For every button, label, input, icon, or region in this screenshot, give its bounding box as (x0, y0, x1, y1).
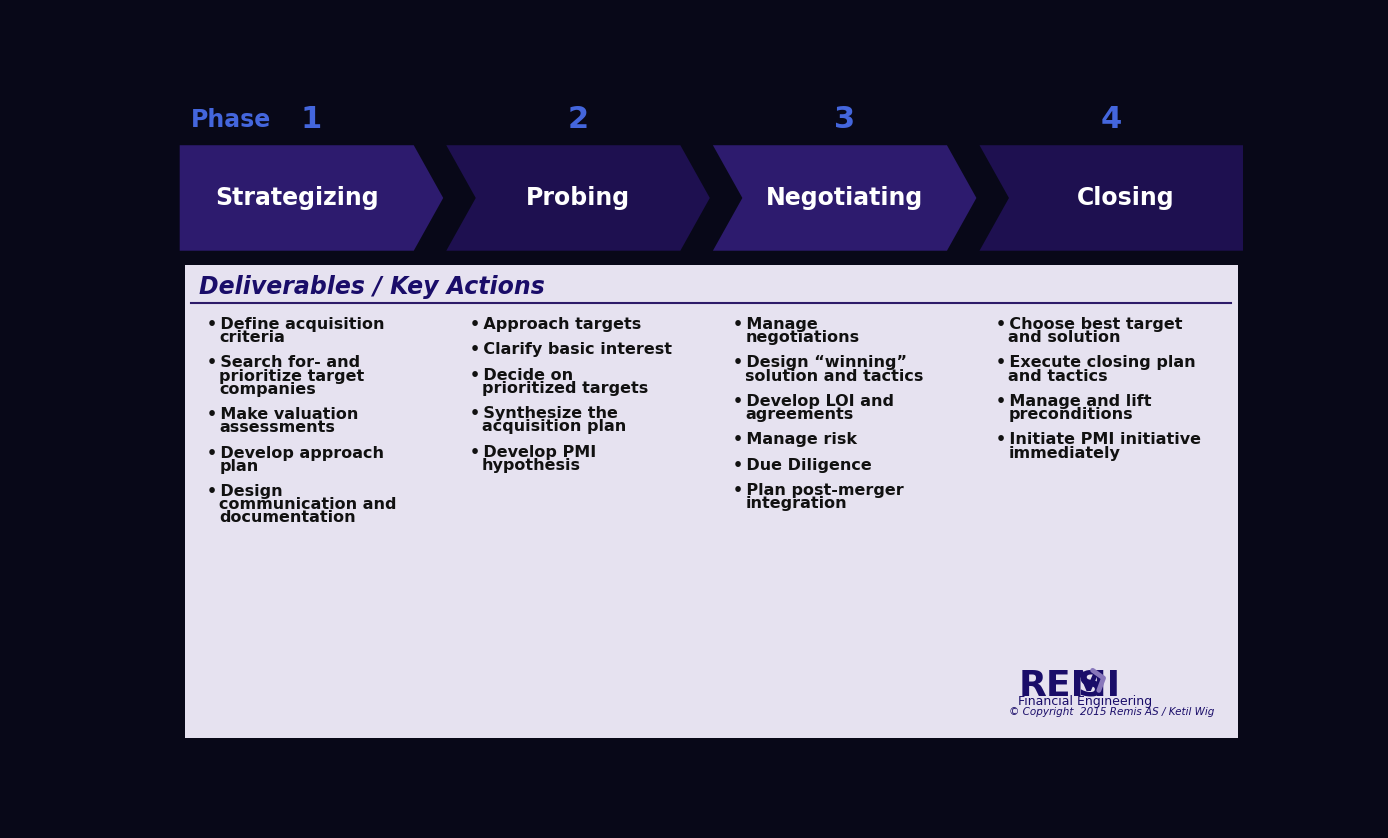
Text: • Plan post-merger: • Plan post-merger (733, 484, 904, 499)
Text: • Manage and lift: • Manage and lift (995, 394, 1151, 409)
Text: S: S (1077, 668, 1103, 702)
Text: • Execute closing plan: • Execute closing plan (995, 355, 1195, 370)
Text: hypothesis: hypothesis (482, 458, 582, 473)
Text: • Design: • Design (207, 484, 282, 499)
Text: Deliverables / Key Actions: Deliverables / Key Actions (198, 276, 545, 299)
Text: companies: companies (219, 381, 316, 396)
Text: • Manage risk: • Manage risk (733, 432, 856, 447)
Text: • Choose best target: • Choose best target (995, 317, 1183, 332)
Text: prioritize target: prioritize target (219, 369, 365, 384)
Polygon shape (179, 145, 443, 251)
Text: and solution: and solution (1008, 330, 1120, 345)
Text: • Clarify basic interest: • Clarify basic interest (469, 343, 672, 357)
Text: • Design “winning”: • Design “winning” (733, 355, 906, 370)
Text: plan: plan (219, 458, 258, 473)
Text: preconditions: preconditions (1008, 407, 1133, 422)
Text: • Develop approach: • Develop approach (207, 446, 384, 461)
Text: • Make valuation: • Make valuation (207, 407, 358, 422)
Polygon shape (447, 145, 709, 251)
Text: © Copyright  2015 Remis AS / Ketil Wig: © Copyright 2015 Remis AS / Ketil Wig (1009, 707, 1214, 717)
Text: • Develop LOI and: • Develop LOI and (733, 394, 894, 409)
Bar (174, 101, 1249, 258)
Text: acquisition plan: acquisition plan (482, 419, 626, 434)
Text: and tactics: and tactics (1008, 369, 1108, 384)
Text: agreements: agreements (745, 407, 854, 422)
Text: • Synthesize the: • Synthesize the (469, 406, 618, 422)
Polygon shape (980, 145, 1244, 251)
Text: documentation: documentation (219, 510, 355, 525)
Text: • Search for- and: • Search for- and (207, 355, 359, 370)
Text: prioritized targets: prioritized targets (482, 380, 648, 396)
Text: Probing: Probing (526, 186, 630, 210)
Text: Closing: Closing (1077, 186, 1174, 210)
Text: immediately: immediately (1008, 446, 1120, 461)
Text: • Manage: • Manage (733, 317, 818, 332)
Text: • Approach targets: • Approach targets (469, 317, 641, 332)
Text: • Develop PMI: • Develop PMI (469, 445, 595, 460)
Text: • Due Diligence: • Due Diligence (733, 458, 872, 473)
Text: solution and tactics: solution and tactics (745, 369, 924, 384)
Text: 3: 3 (834, 106, 855, 134)
Text: negotiations: negotiations (745, 330, 859, 345)
Text: criteria: criteria (219, 330, 285, 345)
Text: • Decide on: • Decide on (469, 368, 573, 383)
Text: communication and: communication and (219, 497, 397, 512)
Text: integration: integration (745, 496, 847, 511)
Text: Strategizing: Strategizing (215, 186, 379, 210)
Text: • Initiate PMI initiative: • Initiate PMI initiative (995, 432, 1201, 447)
Text: Phase: Phase (190, 108, 271, 132)
Text: 1: 1 (301, 106, 322, 134)
Text: assessments: assessments (219, 420, 335, 435)
Text: 4: 4 (1101, 106, 1122, 134)
Bar (185, 265, 1238, 738)
Text: • Define acquisition: • Define acquisition (207, 317, 384, 332)
Text: REMI: REMI (1019, 669, 1120, 703)
Text: 2: 2 (568, 106, 589, 134)
Text: Negotiating: Negotiating (766, 186, 923, 210)
Polygon shape (713, 145, 976, 251)
Text: Financial Engineering: Financial Engineering (1019, 695, 1152, 708)
